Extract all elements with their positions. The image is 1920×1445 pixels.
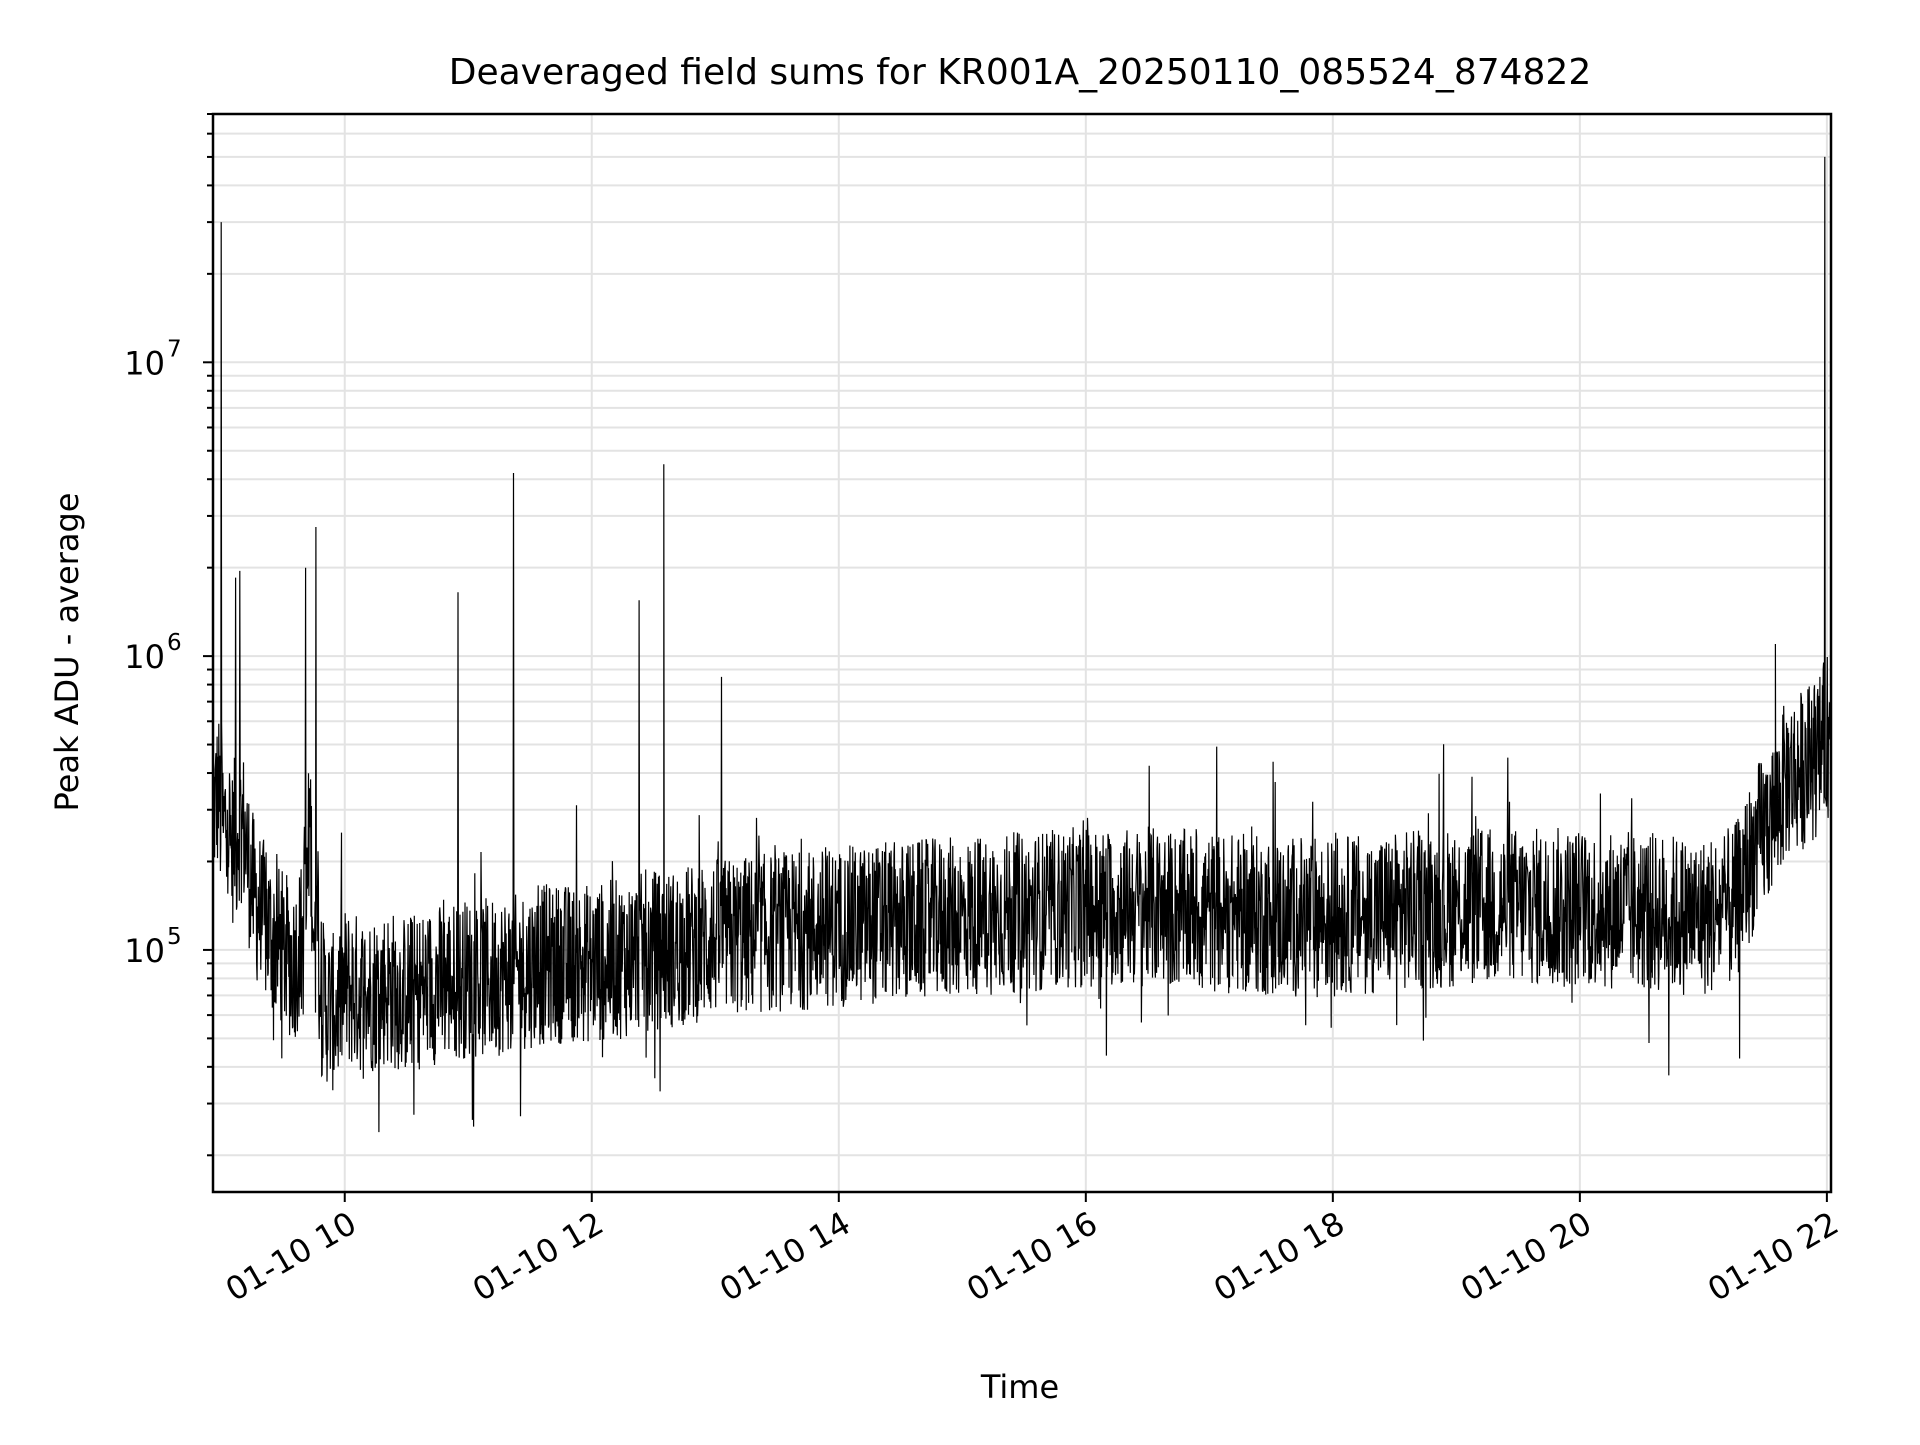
y-tick-label-exponent: 7 bbox=[167, 336, 182, 362]
y-tick-label: 10 bbox=[124, 344, 165, 382]
y-tick-label-exponent: 6 bbox=[167, 630, 182, 656]
x-axis-label: Time bbox=[980, 1368, 1059, 1406]
series-line bbox=[212, 156, 1832, 1133]
plot-area bbox=[212, 156, 1832, 1133]
y-tick-label: 10 bbox=[124, 932, 165, 970]
y-tick-label: 10 bbox=[124, 638, 165, 676]
y-axis-label: Peak ADU - average bbox=[48, 493, 86, 812]
chart-title: Deaveraged field sums for KR001A_2025011… bbox=[449, 52, 1592, 93]
y-tick-label-exponent: 5 bbox=[167, 924, 182, 950]
plot-frame bbox=[211, 112, 1833, 1194]
